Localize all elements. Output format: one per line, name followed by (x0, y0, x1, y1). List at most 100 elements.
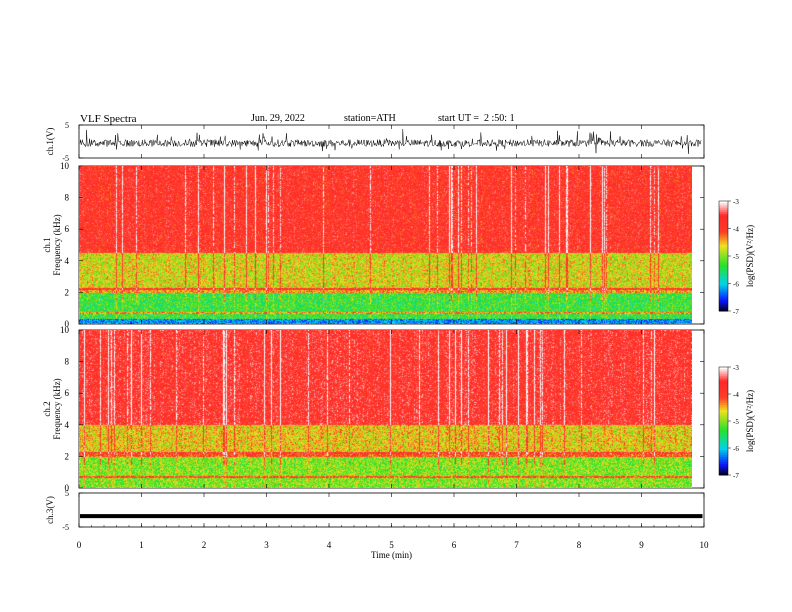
colorbar-1-swatch (719, 279, 728, 283)
colorbar-1-swatch (719, 276, 728, 279)
colorbar-2-swatch (719, 412, 728, 415)
colorbar-1-swatch (719, 234, 728, 237)
spec1-ytick-label: 10 (60, 161, 70, 171)
colorbar-2-swatch (719, 469, 728, 472)
ch3-waveform (80, 514, 703, 519)
colorbar-1-swatch (719, 215, 728, 218)
colorbar-2-tick-label: -3 (733, 364, 739, 372)
xtick-label: 0 (77, 540, 82, 550)
colorbar-2-swatch (719, 430, 728, 433)
colorbar-2-swatch (719, 372, 728, 375)
colorbar-2-swatch (719, 439, 728, 442)
colorbar-2-swatch (719, 395, 728, 399)
ch1-ylabel-line: ch.1(V) (45, 128, 55, 156)
ch1-ytick-label: 5 (65, 121, 69, 130)
colorbar-2-tick-label: -5 (733, 418, 739, 426)
colorbar-2-swatch (719, 458, 728, 462)
colorbar-1-swatch (719, 224, 728, 228)
colorbar-1-swatch (719, 256, 728, 259)
colorbar-2-swatch (719, 435, 728, 438)
ch3-ylabel-line: ch.3(V) (45, 496, 55, 524)
colorbar-2-swatch (719, 453, 728, 456)
colorbar-1-tick-label: -3 (733, 198, 739, 206)
colorbar-2-swatch (719, 426, 728, 429)
colorbar-2-swatch (719, 464, 728, 467)
colorbar-1-swatch (719, 208, 728, 211)
colorbar-1-swatch (719, 305, 728, 308)
colorbar-2-swatch (719, 406, 728, 409)
ch3-ytick-label: -5 (62, 523, 69, 532)
ch3-ytick-label: 5 (65, 489, 69, 498)
colorbar-1-swatch (719, 300, 728, 303)
figure-title: VLF Spectra (80, 113, 137, 125)
xtick-label: 10 (700, 540, 710, 550)
colorbar-1-swatch (719, 217, 728, 220)
colorbar-2-swatch (719, 442, 728, 445)
spec2-ylabel-line: Frequency (kHz) (52, 378, 62, 439)
xtick-label: 5 (389, 540, 394, 550)
colorbar-2-swatch (719, 422, 728, 426)
colorbar-2-swatch (719, 446, 728, 449)
colorbar-1-swatch (719, 309, 728, 312)
ch1-waveform (79, 128, 702, 154)
colorbar-1-swatch (719, 235, 728, 239)
panel-frame-ch3 (78, 492, 705, 528)
colorbar-1-swatch (719, 307, 728, 310)
colorbar-1-swatch (719, 267, 728, 270)
spec2-ytick-label: 8 (65, 357, 70, 367)
colorbar-1-swatch (719, 257, 728, 261)
colorbar-1-swatch (719, 278, 728, 281)
spec2-ytick-label: 2 (65, 451, 70, 461)
colorbar-1-label: log(PSD)(V²/Hz) (745, 225, 755, 287)
colorbar-1-label-line: log(PSD)(V²/Hz) (745, 225, 755, 287)
colorbar-2-tick-label: -6 (733, 445, 739, 453)
colorbar-1-swatch (719, 270, 728, 273)
spec1-ytick-label: 8 (65, 193, 70, 203)
xtick-label: 1 (139, 540, 144, 550)
colorbar-2-swatch (719, 421, 728, 424)
colorbar-2-swatch (719, 467, 728, 471)
colorbar-2-swatch (719, 377, 728, 381)
colorbar-1-swatch (719, 303, 728, 306)
colorbar-1-swatch (719, 274, 728, 277)
spec2-ylabel-line: ch.2 (42, 401, 52, 416)
colorbar-2-swatch (719, 455, 728, 458)
colorbar-2-swatch (719, 415, 728, 418)
colorbar-1-swatch (719, 272, 728, 275)
colorbar-2-swatch (719, 397, 728, 400)
spec1-ytick-label: 0 (65, 319, 70, 329)
colorbar-2-label: log(PSD)(V²/Hz) (745, 390, 755, 452)
colorbar-2-swatch (719, 460, 728, 463)
station-label: station=ATH (344, 113, 396, 124)
colorbar-1-swatch (719, 296, 728, 299)
colorbar-1-swatch (719, 285, 728, 288)
spec2-ytick-label: 4 (65, 420, 70, 430)
colorbar-1-swatch (719, 201, 728, 204)
colorbar-2-swatch (719, 473, 728, 476)
colorbar-1-swatch (719, 230, 728, 233)
colorbar-2-swatch (719, 401, 728, 404)
colorbar-1-swatch (719, 223, 728, 226)
colorbar-2-swatch (719, 451, 728, 454)
colorbar-2-swatch (719, 368, 728, 372)
colorbar-1-swatch (719, 252, 728, 255)
colorbar-2-swatch (719, 419, 728, 422)
colorbar-2-swatch (719, 437, 728, 440)
spec1-ytick-label: 2 (65, 287, 70, 297)
colorbar-1-swatch (719, 265, 728, 268)
colorbar-2-swatch (719, 367, 728, 370)
colorbar-1-swatch (719, 289, 728, 292)
colorbar-2-swatch (719, 385, 728, 388)
xaxis-label: Time (min) (371, 550, 412, 560)
colorbar-2-swatch (719, 466, 728, 469)
colorbar-1-swatch (719, 263, 728, 266)
colorbar-1-swatch (719, 287, 728, 290)
colorbar-2-swatch (719, 444, 728, 447)
xtick-label: 6 (452, 540, 457, 550)
colorbar-2-swatch (719, 399, 728, 402)
colorbar-1-swatch (719, 250, 728, 253)
colorbar-1-swatch (719, 241, 728, 244)
colorbar-2-swatch (719, 413, 728, 417)
colorbar-2-swatch (719, 394, 728, 397)
figure-date: Jun. 29, 2022 (251, 113, 305, 124)
